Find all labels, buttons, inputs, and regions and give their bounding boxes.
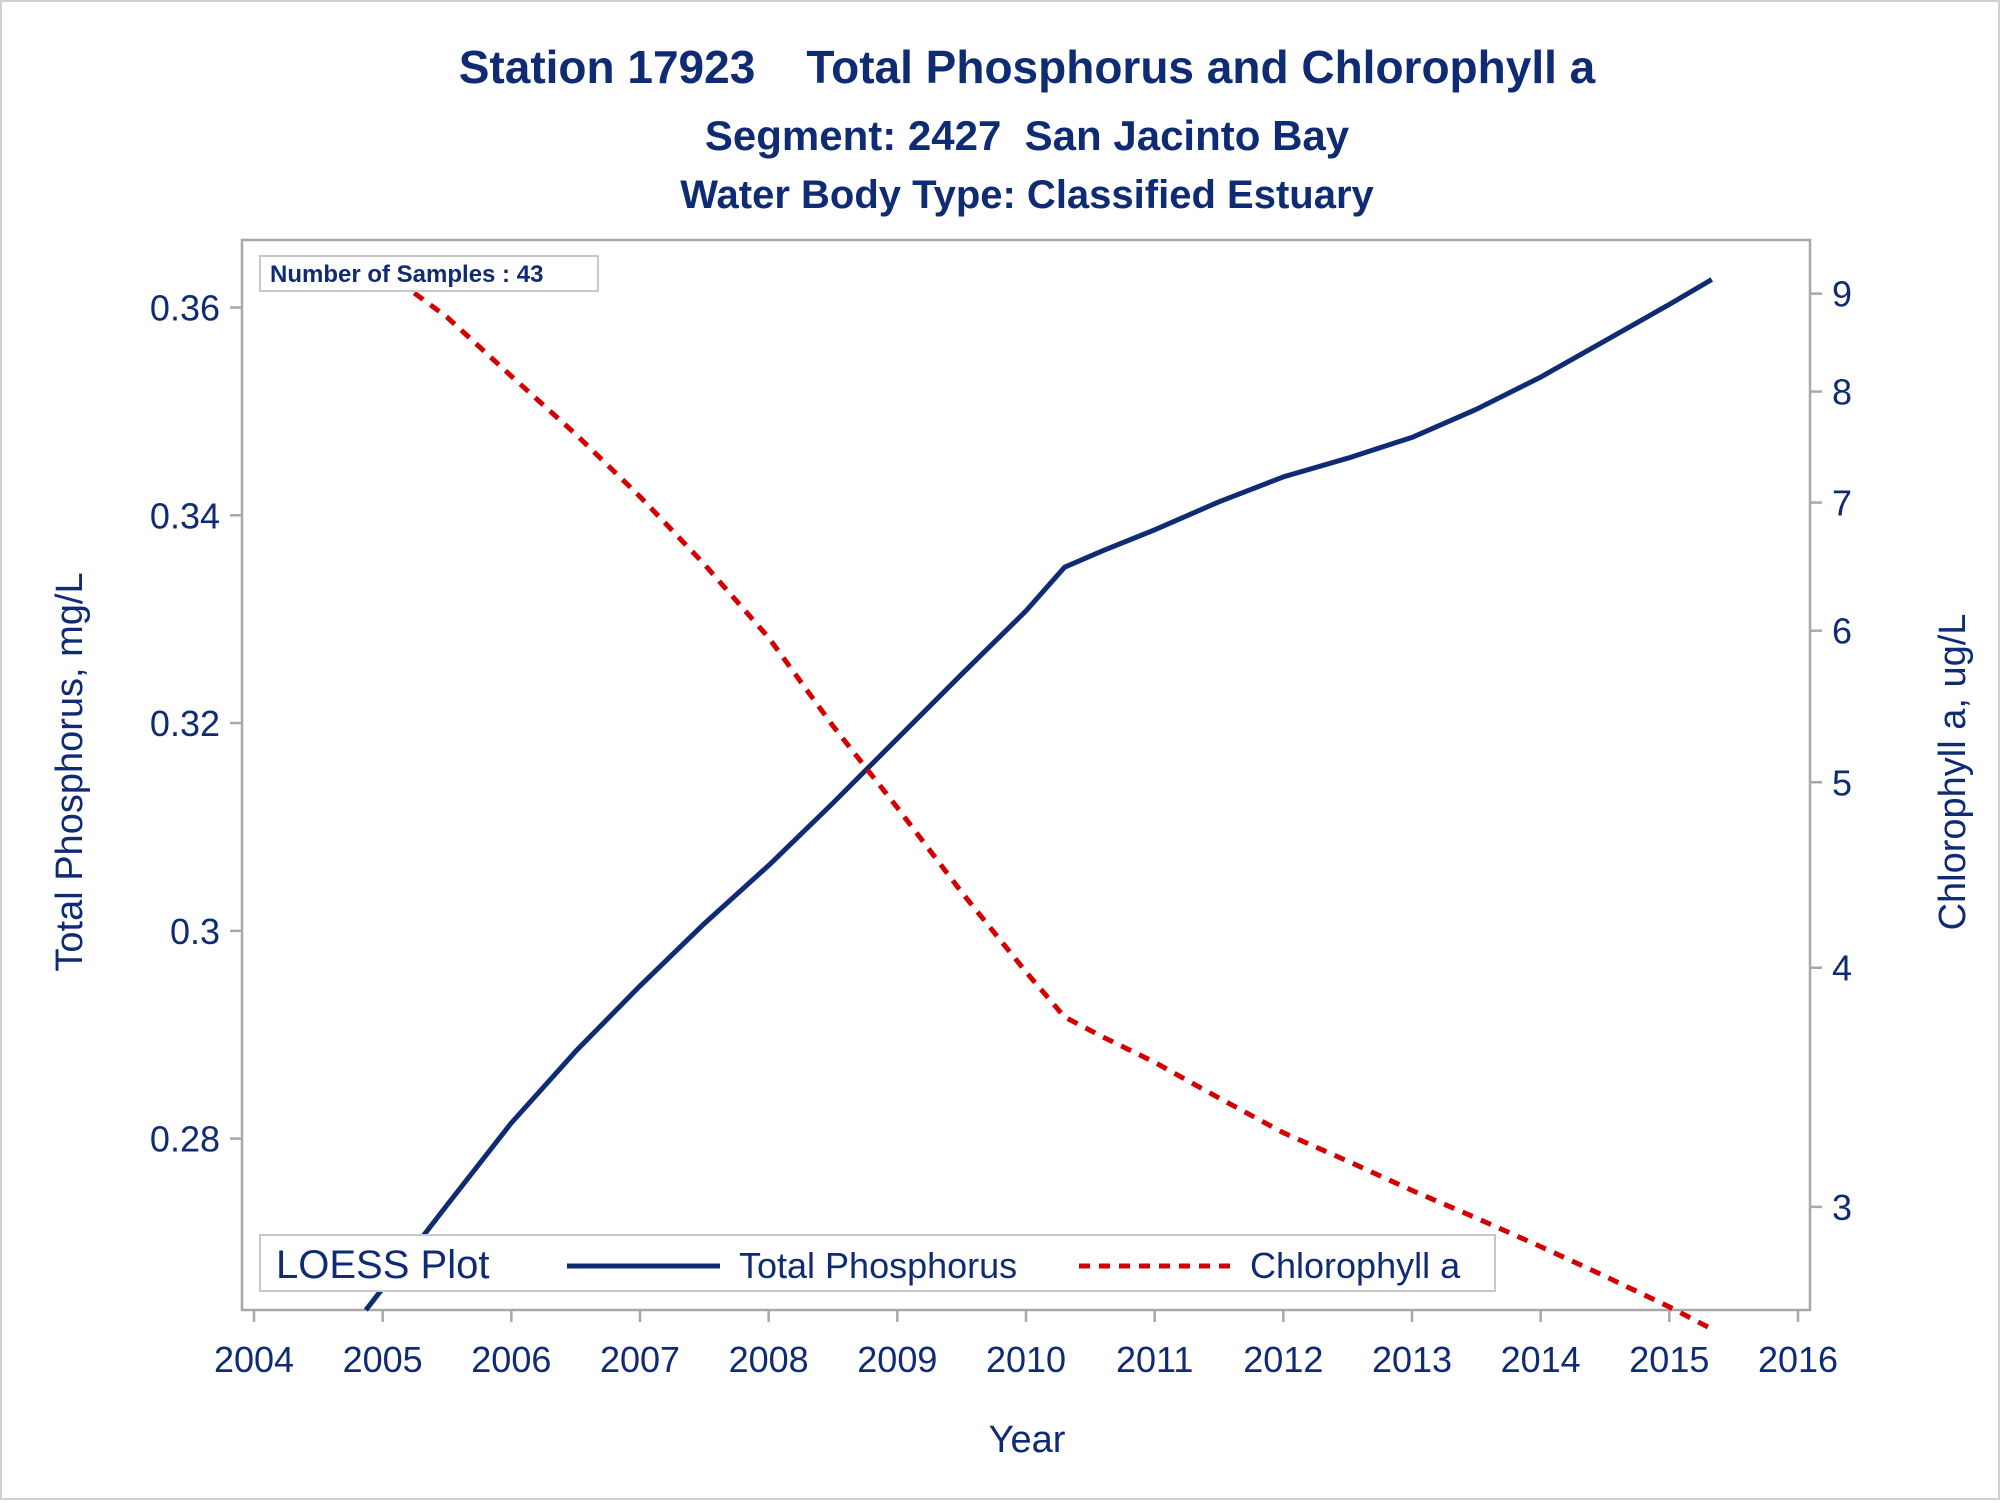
legend-label-chlorophyll-a: Chlorophyll a bbox=[1250, 1245, 1461, 1286]
y-tick-label: 0.32 bbox=[150, 703, 220, 744]
x-axis-label: Year bbox=[989, 1419, 1066, 1461]
legend-title: LOESS Plot bbox=[276, 1243, 489, 1287]
x-tick-label: 2004 bbox=[214, 1339, 294, 1380]
y-axis-left: 0.28 0.3 0.32 0.34 0.36 bbox=[150, 288, 242, 1160]
y2-tick-label: 4 bbox=[1832, 948, 1852, 989]
x-tick-label: 2006 bbox=[471, 1339, 551, 1380]
y2-tick-label: 8 bbox=[1832, 372, 1852, 413]
chart-subtitle-2: Water Body Type: Classified Estuary bbox=[680, 173, 1374, 217]
x-tick-label: 2008 bbox=[729, 1339, 809, 1380]
x-axis: 2004 2005 2006 2007 2008 2009 2010 2011 2012 2013… bbox=[214, 1310, 1838, 1380]
x-tick-label: 2015 bbox=[1629, 1339, 1709, 1380]
y-tick-label: 0.28 bbox=[150, 1119, 220, 1160]
y-tick-label: 0.36 bbox=[150, 288, 220, 329]
x-tick-label: 2009 bbox=[857, 1339, 937, 1380]
x-tick-label: 2012 bbox=[1243, 1339, 1323, 1380]
y-axis-right: 3 4 5 6 7 8 9 bbox=[1810, 274, 1852, 1228]
legend: LOESS Plot Total Phosphorus Chlorophyll … bbox=[259, 1234, 1496, 1292]
series-line-total-phosphorus bbox=[363, 277, 1714, 1312]
sample-count-label: Number of Samples : 43 bbox=[270, 261, 543, 288]
y-axis-label: Total Phosphorus, mg/L bbox=[49, 572, 91, 971]
y2-tick-label: 9 bbox=[1832, 274, 1852, 315]
y2-tick-label: 5 bbox=[1832, 762, 1852, 803]
x-tick-label: 2010 bbox=[986, 1339, 1066, 1380]
x-tick-label: 2011 bbox=[1116, 1339, 1193, 1380]
y-tick-label: 0.3 bbox=[170, 911, 220, 952]
y2-axis-label: Chlorophyll a, ug/L bbox=[1932, 614, 1974, 931]
chart-subtitle: Segment: 2427 San Jacinto Bay bbox=[705, 112, 1350, 159]
legend-label-total-phosphorus: Total Phosphorus bbox=[739, 1245, 1017, 1286]
series-line-chlorophyll-a bbox=[364, 255, 1713, 1332]
y2-tick-label: 3 bbox=[1832, 1187, 1852, 1228]
sample-count-box bbox=[259, 255, 599, 292]
y2-tick-label: 6 bbox=[1832, 611, 1852, 652]
x-tick-label: 2016 bbox=[1758, 1339, 1838, 1380]
x-tick-label: 2013 bbox=[1372, 1339, 1452, 1380]
x-tick-label: 2014 bbox=[1501, 1339, 1581, 1380]
y-tick-label: 0.34 bbox=[150, 495, 220, 536]
x-tick-label: 2007 bbox=[600, 1339, 680, 1380]
x-tick-label: 2005 bbox=[343, 1339, 423, 1380]
chart-title: Station 17923 Total Phosphorus and Chlor… bbox=[459, 41, 1596, 93]
y2-tick-label: 7 bbox=[1832, 483, 1852, 524]
legend-box bbox=[259, 1234, 1496, 1292]
plot-area bbox=[240, 238, 1812, 1312]
